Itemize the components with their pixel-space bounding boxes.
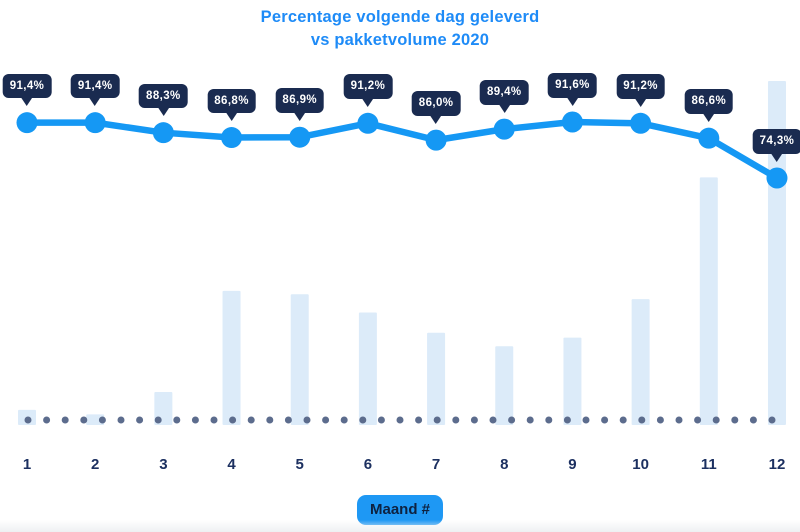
baseline-dot	[433, 416, 441, 424]
volume-bar	[699, 177, 718, 425]
volume-bar	[358, 312, 377, 425]
x-axis-title-label: Maand #	[369, 501, 431, 518]
x-axis-label: 3	[159, 456, 168, 473]
baseline-dot	[136, 416, 144, 424]
baseline-dot	[229, 416, 237, 424]
line-point-marker	[425, 129, 447, 151]
line-point-marker	[221, 127, 243, 149]
line-point-marker	[698, 127, 720, 149]
volume-bar	[767, 81, 786, 425]
line-point-marker	[630, 112, 652, 134]
volume-bar	[427, 332, 446, 425]
baseline-dot	[749, 416, 757, 424]
value-label-badge: 91,4%	[70, 73, 120, 99]
volume-bar	[290, 294, 309, 425]
baseline-dot	[117, 416, 125, 424]
baseline-dot	[768, 416, 776, 424]
baseline-dot	[303, 416, 311, 424]
line-point-marker	[561, 111, 583, 133]
value-label-badge: 74,3%	[752, 129, 800, 154]
x-axis-title-badge: Maand #	[356, 495, 444, 525]
value-label-badge: 91,2%	[343, 74, 393, 99]
baseline-dot	[322, 416, 330, 424]
baseline-dot	[712, 416, 720, 424]
baseline-dot	[526, 416, 534, 424]
value-label-badge: 86,8%	[207, 88, 256, 114]
line-point-marker	[357, 112, 379, 134]
volume-bar	[563, 337, 582, 425]
baseline-dot	[582, 416, 590, 424]
volume-bar	[631, 299, 650, 425]
baseline-dot	[173, 416, 181, 424]
x-axis-label: 9	[568, 456, 577, 473]
baseline-dot	[247, 416, 255, 424]
baseline-dot	[601, 416, 609, 424]
baseline-dot	[98, 416, 106, 424]
volume-bar	[495, 346, 514, 425]
baseline-dot	[43, 416, 51, 424]
baseline-dot	[340, 416, 348, 424]
volume-bar	[222, 290, 241, 425]
baseline-dot	[415, 416, 423, 424]
baseline-dot	[154, 416, 162, 424]
baseline-dot	[191, 416, 199, 424]
line-point-marker	[16, 112, 38, 134]
baseline-dot	[284, 416, 292, 424]
x-axis-label: 10	[632, 456, 649, 473]
value-label-badge: 88,3%	[139, 83, 188, 109]
x-axis-label: 5	[295, 456, 304, 473]
baseline-dot	[489, 416, 497, 424]
x-axis-label: 6	[363, 456, 373, 473]
baseline-dot	[638, 416, 646, 424]
baseline-dot	[731, 416, 739, 424]
baseline-dot	[266, 416, 274, 424]
value-label-badge: 86,0%	[411, 91, 461, 116]
chart-title-line1: Percentage volgende dag geleverd	[260, 8, 540, 26]
baseline-dot	[80, 416, 88, 424]
value-label-badge: 86,6%	[684, 89, 734, 114]
chart-title: Percentage volgende dag geleverd vs pakk…	[0, 6, 800, 52]
line-point-marker	[84, 112, 106, 134]
baseline-dot	[563, 416, 571, 424]
baseline-dot	[452, 416, 460, 424]
x-axis-label: 12	[768, 456, 786, 473]
baseline-dot	[675, 416, 683, 424]
baseline-dot	[61, 416, 69, 424]
line-point-marker	[766, 167, 788, 189]
baseline-dot	[396, 416, 404, 424]
value-label-badge: 91,4%	[2, 73, 52, 99]
line-point-marker	[289, 126, 311, 148]
x-axis-label: 11	[700, 456, 717, 473]
line-point-marker	[152, 122, 174, 144]
baseline-dot	[545, 416, 553, 424]
value-label-badge: 86,9%	[275, 88, 325, 113]
baseline-dot	[359, 416, 367, 424]
line-point-marker	[493, 118, 515, 140]
x-axis-label: 2	[91, 456, 100, 473]
x-axis-label: 1	[22, 456, 32, 473]
value-label-badge: 91,6%	[548, 73, 597, 98]
x-axis-label: 4	[227, 456, 236, 473]
percentage-line	[23, 118, 781, 182]
volume-bar	[86, 414, 105, 425]
baseline-dot	[656, 416, 664, 424]
baseline-dot	[619, 416, 627, 424]
baseline-dot	[210, 416, 218, 424]
baseline-dot	[24, 416, 32, 424]
baseline-dot	[694, 416, 702, 424]
baseline-dot	[508, 416, 516, 424]
baseline-dot	[377, 416, 385, 424]
baseline-dot	[470, 416, 478, 424]
x-axis-label: 7	[431, 456, 441, 473]
chart-title-line2: vs pakketvolume 2020	[310, 31, 490, 49]
value-label-badge: 89,4%	[479, 80, 529, 105]
value-label-badge: 91,2%	[616, 74, 665, 99]
x-axis-label: 8	[500, 456, 509, 473]
